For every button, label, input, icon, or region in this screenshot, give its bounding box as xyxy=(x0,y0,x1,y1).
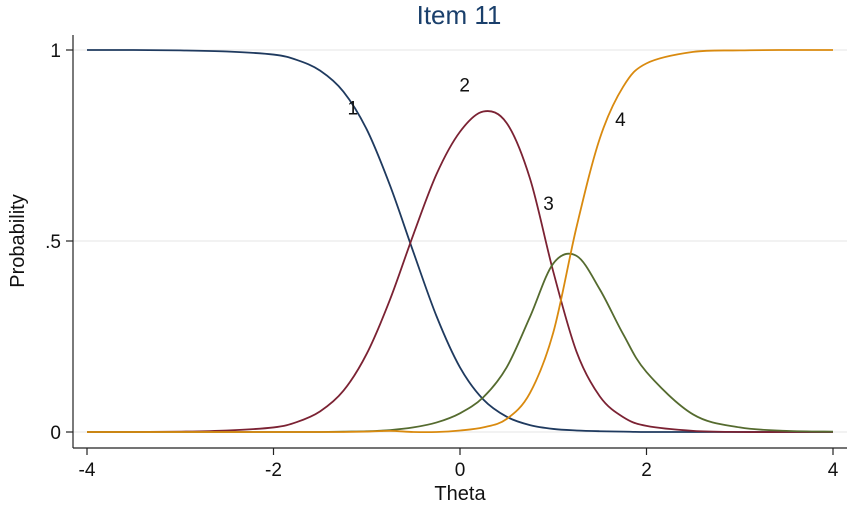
chart-title: Item 11 xyxy=(417,0,502,30)
x-tick-label: 0 xyxy=(455,460,466,481)
axes-layer: 0 .5 1 -4 -2 0 2 4 xyxy=(45,35,847,481)
curve-label-2: 2 xyxy=(459,75,470,96)
curve-category-1 xyxy=(86,49,833,433)
x-tick-label: -4 xyxy=(79,460,96,481)
x-axis-title: Theta xyxy=(434,483,486,505)
curve-category-4 xyxy=(86,49,834,434)
curve-category-2 xyxy=(86,110,833,433)
y-tick-label: 1 xyxy=(50,41,61,62)
curve-label-4: 4 xyxy=(615,110,626,131)
curve-category-3 xyxy=(86,252,834,433)
x-tick-label: -2 xyxy=(265,460,282,481)
labels-layer: 1 2 3 4 xyxy=(347,75,626,214)
grid-layer xyxy=(73,49,847,433)
curve-label-1: 1 xyxy=(347,98,358,119)
x-tick-label: 4 xyxy=(828,460,839,481)
curve-label-3: 3 xyxy=(543,194,554,215)
y-tick-label: .5 xyxy=(45,232,61,253)
curves-layer xyxy=(86,49,834,434)
y-axis-title: Probability xyxy=(7,194,29,287)
x-tick-label: 2 xyxy=(641,460,652,481)
y-tick-label: 0 xyxy=(50,423,61,444)
